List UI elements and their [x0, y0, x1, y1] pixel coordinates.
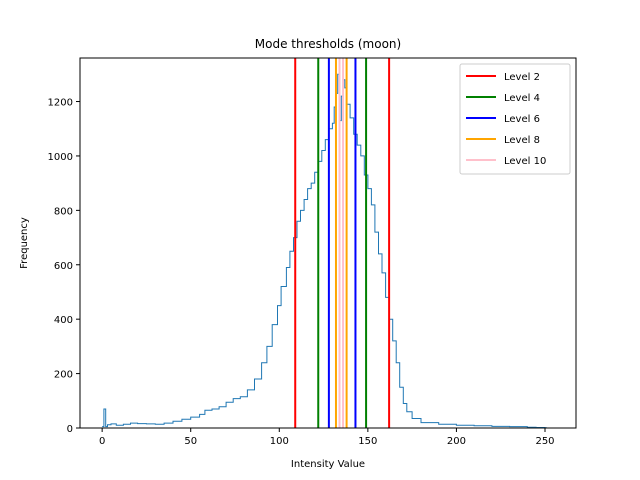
legend-label: Level 8 — [504, 135, 540, 146]
y-tick-label: 800 — [54, 206, 73, 217]
y-tick-label: 600 — [54, 261, 73, 272]
legend-label: Level 10 — [504, 156, 546, 167]
legend-label: Level 6 — [504, 114, 540, 125]
histogram-line — [102, 73, 547, 429]
legend-box — [459, 63, 571, 175]
y-tick-label: 200 — [54, 370, 73, 381]
plot-frame — [79, 57, 577, 429]
y-tick-label: 400 — [54, 315, 73, 326]
y-axis-label: Frequency — [19, 217, 30, 269]
legend-label: Level 4 — [504, 93, 540, 104]
x-tick-label: 250 — [535, 436, 554, 447]
x-tick-label: 150 — [358, 436, 377, 447]
x-tick-label: 50 — [184, 436, 197, 447]
histogram-layer — [102, 73, 547, 429]
x-tick-label: 200 — [447, 436, 466, 447]
x-tick-label: 0 — [99, 436, 105, 447]
x-axis-ticks: 0 50 100 150 200 250 — [99, 428, 555, 447]
legend-label: Level 2 — [504, 72, 540, 83]
x-tick-label: 100 — [270, 436, 289, 447]
legend: Level 2 Level 4 Level 6 Level 8 Level 10 — [459, 63, 571, 175]
y-tick-label: 1000 — [48, 152, 73, 163]
threshold-lines — [294, 58, 391, 428]
chart-title: Mode thresholds (moon) — [255, 37, 401, 51]
y-tick-label: 1200 — [48, 98, 73, 109]
x-axis-label: Intensity Value — [291, 459, 365, 470]
y-tick-label: 0 — [67, 424, 73, 435]
y-axis-ticks: 0 200 400 600 800 1000 1200 — [48, 98, 80, 435]
